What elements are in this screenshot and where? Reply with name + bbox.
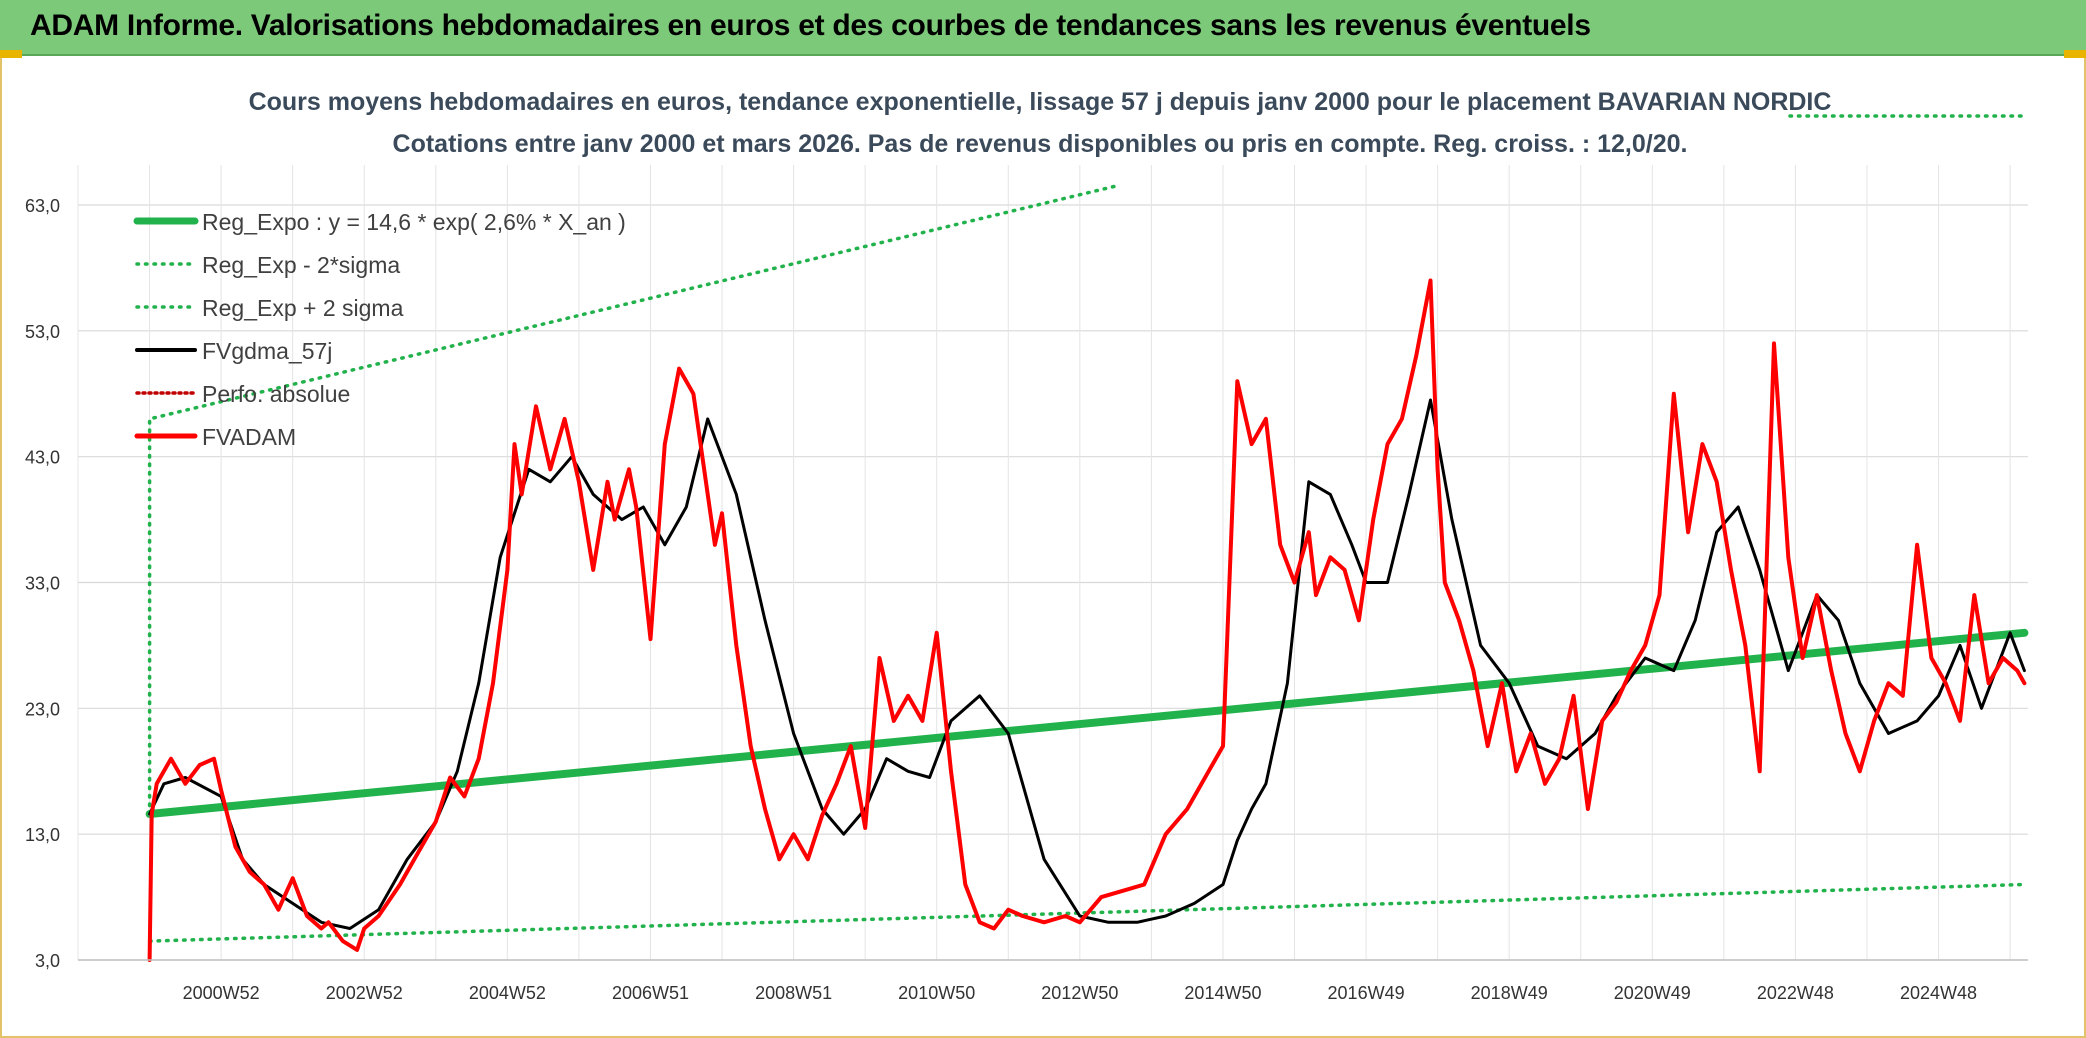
chart-series: [145, 184, 2029, 962]
series-reg-expo: [145, 628, 2029, 818]
series-fvadam: [147, 278, 2027, 962]
x-tick-label: 2018W49: [1471, 983, 1548, 1003]
series-reg-exp-plus-2sigma: [147, 184, 1118, 816]
y-tick-label: 43,0: [25, 448, 60, 468]
header-banner: ADAM Informe. Valorisations hebdomadaire…: [0, 0, 2086, 56]
x-tick-label: 2020W49: [1614, 983, 1691, 1003]
x-tick-label: 2004W52: [469, 983, 546, 1003]
chart-title: Cours moyens hebdomadaires en euros, ten…: [249, 88, 1832, 116]
chart-subtitle: Cotations entre janv 2000 et mars 2026. …: [393, 130, 1688, 158]
chart-grid: [77, 165, 2028, 961]
x-tick-label: 2012W50: [1041, 983, 1118, 1003]
y-tick-label: 63,0: [25, 196, 60, 216]
x-tick-label: 2008W51: [755, 983, 832, 1003]
series-fvgdma-57j: [148, 398, 2026, 930]
corner-right-decoration: [2064, 50, 2086, 58]
chart-legend: Reg_Expo : y = 14,6 * exp( 2,6% * X_an )…: [133, 209, 626, 450]
x-tick-label: 2024W48: [1900, 983, 1977, 1003]
page-title: ADAM Informe. Valorisations hebdomadaire…: [30, 9, 1591, 42]
y-tick-label: 13,0: [25, 825, 60, 845]
legend-entry: FVADAM: [202, 424, 296, 450]
y-tick-label: 3,0: [35, 951, 60, 971]
x-tick-label: 2022W48: [1757, 983, 1834, 1003]
y-tick-label: 23,0: [25, 699, 60, 719]
y-tick-label: 53,0: [25, 322, 60, 342]
legend-entry: Reg_Expo : y = 14,6 * exp( 2,6% * X_an ): [202, 209, 626, 235]
y-tick-label: 33,0: [25, 574, 60, 594]
x-tick-label: 2014W50: [1184, 983, 1261, 1003]
x-tick-label: 2006W51: [612, 983, 689, 1003]
chart-axes: 63,0 53,0 43,0 33,0 23,0 13,0 3,0 2000W52 2002W5…: [25, 114, 2030, 1003]
legend-entry: Reg_Exp - 2*sigma: [202, 252, 400, 278]
legend-entry: Perfo. absolue: [202, 381, 350, 407]
legend-entry: FVgdma_57j: [202, 338, 332, 364]
x-tick-label: 2010W50: [898, 983, 975, 1003]
corner-left-decoration: [0, 50, 22, 58]
legend-entry: Reg_Exp + 2 sigma: [202, 295, 404, 321]
x-tick-label: 2000W52: [183, 983, 260, 1003]
x-tick-label: 2016W49: [1328, 983, 1405, 1003]
x-tick-label: 2002W52: [326, 983, 403, 1003]
